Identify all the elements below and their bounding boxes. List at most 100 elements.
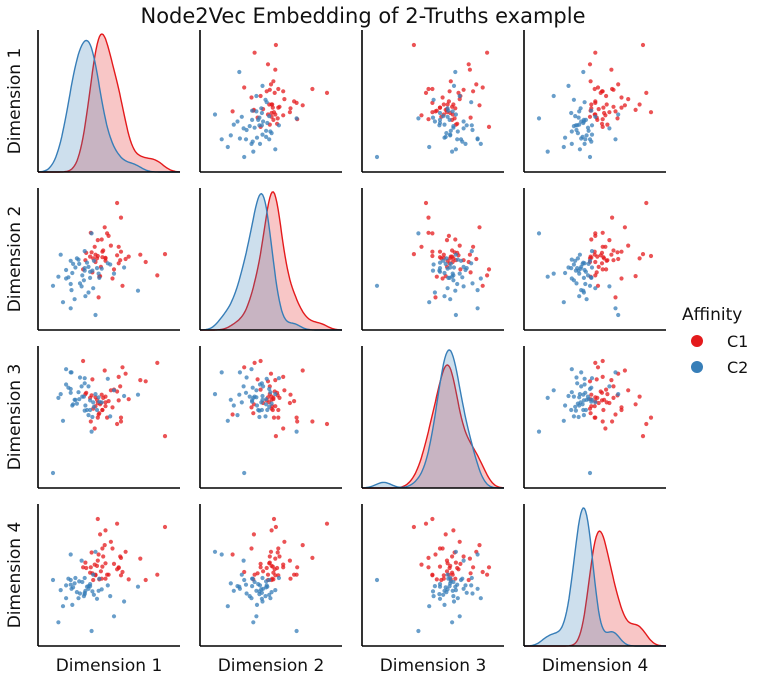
point-c2-21 xyxy=(457,271,462,276)
point-c1-4 xyxy=(300,103,305,108)
point-c2-41 xyxy=(269,401,274,406)
point-c1-35 xyxy=(605,392,610,397)
point-c2-30 xyxy=(437,592,442,597)
point-c1-18 xyxy=(609,378,614,383)
point-c2-20 xyxy=(122,599,127,604)
point-c2-1 xyxy=(587,470,593,476)
point-c1-11 xyxy=(98,532,103,537)
point-c2-26 xyxy=(437,596,443,601)
y-axis-label-3: Dimension 3 xyxy=(5,364,25,471)
point-c2-18 xyxy=(82,575,87,581)
point-c2-22 xyxy=(571,97,577,102)
point-c2-28 xyxy=(244,591,249,596)
point-c1-28 xyxy=(273,404,278,409)
point-c1-29 xyxy=(615,116,620,121)
point-c2-4 xyxy=(56,274,61,279)
point-c1-1 xyxy=(411,252,416,257)
point-c2-15 xyxy=(97,275,102,280)
point-c1-22 xyxy=(276,415,281,420)
point-c1-23 xyxy=(258,565,263,570)
point-c2-43 xyxy=(243,582,249,587)
point-c1-4 xyxy=(102,543,107,548)
point-c1-13 xyxy=(282,388,287,393)
point-c2-20 xyxy=(451,83,457,88)
point-c1-33 xyxy=(599,261,605,266)
point-c1-42 xyxy=(595,395,600,400)
point-c1-37 xyxy=(599,121,605,126)
point-c2-25 xyxy=(83,403,88,408)
panel-2-2 xyxy=(199,188,342,331)
point-c1-37 xyxy=(455,121,460,126)
point-c2-18 xyxy=(82,249,87,254)
point-c1-18 xyxy=(138,252,143,257)
point-c2-17 xyxy=(257,414,262,420)
point-c2-18 xyxy=(589,249,595,254)
point-c1-1 xyxy=(273,42,278,48)
point-c1-12 xyxy=(451,528,456,533)
point-c1-30 xyxy=(588,411,593,416)
point-c1-5 xyxy=(230,412,235,417)
point-c1-10 xyxy=(485,273,490,278)
point-c2-15 xyxy=(97,576,102,581)
point-c1-42 xyxy=(595,117,600,122)
point-c2-25 xyxy=(231,122,236,127)
point-c2-30 xyxy=(437,123,442,128)
point-c2-37 xyxy=(461,586,466,591)
point-c2-38 xyxy=(427,300,432,305)
point-c1-15 xyxy=(426,230,431,235)
point-c1-22 xyxy=(430,249,435,254)
point-c2-2 xyxy=(536,116,542,121)
point-c2-24 xyxy=(73,575,78,581)
point-c1-14 xyxy=(461,87,466,92)
point-c2-44 xyxy=(254,109,259,114)
point-c2-20 xyxy=(451,265,457,270)
point-c2-32 xyxy=(72,581,77,586)
point-c2-19 xyxy=(445,572,450,577)
point-c2-11 xyxy=(70,270,75,276)
point-c1-16 xyxy=(288,392,293,397)
point-c2-23 xyxy=(249,367,254,372)
point-c2-2 xyxy=(89,231,94,236)
point-c2-35 xyxy=(259,400,264,405)
point-c2-13 xyxy=(273,588,278,593)
point-c1-40 xyxy=(611,104,616,109)
point-c2-19 xyxy=(239,400,244,405)
point-c2-40 xyxy=(256,407,261,413)
point-c1-39 xyxy=(593,259,598,265)
point-c1-4 xyxy=(102,368,107,373)
point-c2-21 xyxy=(111,271,117,276)
point-c1-3 xyxy=(95,516,100,522)
point-c1-9 xyxy=(430,231,435,236)
point-c2-2 xyxy=(536,231,542,236)
point-c2-40 xyxy=(437,582,443,587)
point-c2-7 xyxy=(607,126,612,131)
point-c2-45 xyxy=(448,261,453,266)
point-c2-11 xyxy=(563,403,568,408)
point-c1-31 xyxy=(440,95,445,100)
point-c1-1 xyxy=(411,42,416,48)
point-c1-16 xyxy=(589,237,594,242)
point-c1-4 xyxy=(622,103,628,108)
point-c1-28 xyxy=(273,112,278,117)
point-c2-10 xyxy=(135,288,141,293)
point-c1-13 xyxy=(108,243,113,248)
point-c1-36 xyxy=(603,244,608,249)
point-c2-33 xyxy=(91,404,96,409)
point-c2-5 xyxy=(93,549,98,554)
point-c1-1 xyxy=(640,434,646,439)
point-c1-40 xyxy=(277,395,282,400)
point-c1-29 xyxy=(275,116,280,121)
point-c1-2 xyxy=(324,421,330,427)
point-c1-26 xyxy=(437,249,443,254)
panel-4-3 xyxy=(361,504,504,647)
point-c1-23 xyxy=(486,124,492,129)
point-c1-35 xyxy=(605,122,610,127)
point-c2-37 xyxy=(461,119,466,124)
point-c1-15 xyxy=(600,419,605,424)
point-c1-30 xyxy=(434,108,439,113)
point-c2-13 xyxy=(58,252,63,257)
point-c1-31 xyxy=(619,276,624,281)
point-c2-24 xyxy=(448,575,453,581)
panel-3-2 xyxy=(199,346,342,489)
point-c2-33 xyxy=(441,114,446,119)
